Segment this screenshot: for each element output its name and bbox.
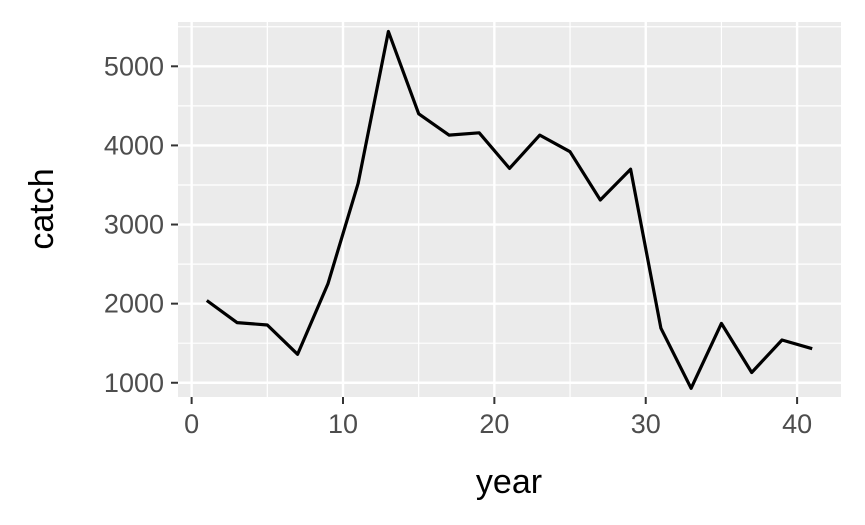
x-tick-label: 0 xyxy=(184,409,199,439)
x-tick-label: 10 xyxy=(328,409,358,439)
major-gridlines xyxy=(178,22,841,397)
y-tick-label: 2000 xyxy=(104,289,164,319)
y-tick-label: 3000 xyxy=(104,210,164,240)
x-tick-label: 20 xyxy=(479,409,509,439)
y-axis-ticks: 1000 2000 3000 4000 5000 xyxy=(104,51,178,398)
x-tick-label: 30 xyxy=(631,409,661,439)
y-axis-title: catch xyxy=(23,168,61,249)
y-tick-label: 5000 xyxy=(104,51,164,81)
x-axis-ticks: 0 10 20 30 40 xyxy=(184,397,812,439)
x-axis-title: year xyxy=(476,463,542,501)
y-tick-label: 1000 xyxy=(104,368,164,398)
minor-gridlines xyxy=(178,22,841,397)
catch-series-line xyxy=(205,29,813,390)
panel-background xyxy=(178,22,841,397)
x-tick-label: 40 xyxy=(782,409,812,439)
y-tick-label: 4000 xyxy=(104,130,164,160)
